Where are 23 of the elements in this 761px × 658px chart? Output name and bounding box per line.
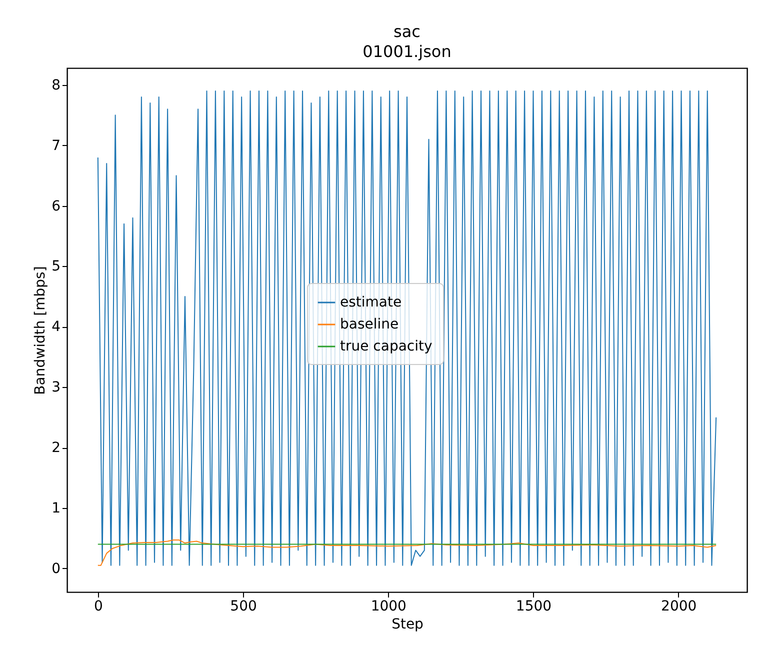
y-tick-label: 7 — [52, 138, 60, 154]
chart-subtitle: 01001.json — [362, 42, 452, 61]
y-tick-label: 1 — [52, 500, 60, 516]
y-tick-label: 5 — [52, 258, 60, 275]
x-tick-label: 500 — [230, 598, 257, 614]
legend-label: baseline — [340, 316, 399, 332]
x-axis-title: Step — [392, 616, 424, 632]
x-tick-label: 1500 — [516, 598, 552, 614]
y-axis-title: Bandwidth [mbps] — [32, 266, 49, 395]
y-tick-label: 8 — [52, 77, 60, 94]
legend-label: estimate — [340, 294, 402, 310]
y-tick-label: 4 — [52, 319, 61, 336]
y-tick-label: 0 — [52, 560, 60, 577]
x-tick-label: 2000 — [661, 598, 697, 614]
x-tick-label: 0 — [94, 598, 103, 614]
chart-title: sac — [394, 22, 420, 41]
legend-label: true capacity — [340, 338, 432, 354]
y-tick-label: 3 — [52, 380, 60, 396]
y-tick-label: 2 — [52, 440, 60, 456]
y-tick-label: 6 — [52, 198, 61, 214]
x-tick-label: 1000 — [370, 598, 406, 614]
line-series — [97, 540, 717, 566]
line-series — [97, 90, 717, 566]
